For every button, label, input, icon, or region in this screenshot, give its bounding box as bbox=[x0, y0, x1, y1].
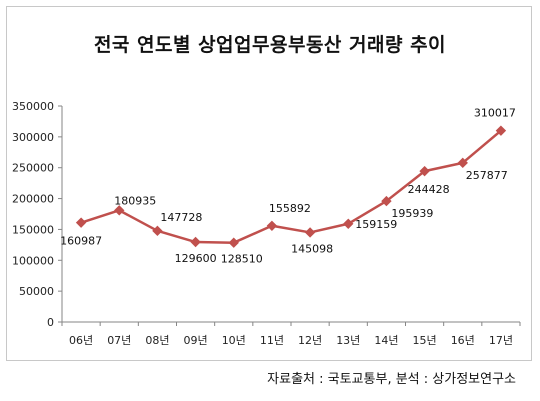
data-point bbox=[152, 225, 163, 237]
data-label: 244428 bbox=[408, 183, 450, 196]
data-point bbox=[457, 157, 468, 169]
data-label: 147728 bbox=[160, 211, 202, 224]
y-tick-label: 50000 bbox=[19, 285, 54, 298]
x-tick-label: 11년 bbox=[260, 334, 284, 347]
x-tick-label: 13년 bbox=[336, 334, 360, 347]
x-tick-label: 07년 bbox=[107, 334, 131, 347]
y-tick-label: 300000 bbox=[12, 131, 54, 144]
data-point bbox=[75, 217, 87, 228]
data-point bbox=[419, 165, 430, 177]
data-point bbox=[190, 236, 201, 248]
data-label: 257877 bbox=[466, 169, 508, 182]
series-line bbox=[80, 129, 502, 244]
data-label: 310017 bbox=[474, 107, 516, 120]
data-point bbox=[343, 218, 354, 229]
data-label: 195939 bbox=[391, 207, 433, 220]
data-point bbox=[381, 195, 392, 207]
x-tick-label: 16년 bbox=[451, 334, 475, 347]
data-point bbox=[114, 205, 125, 216]
data-point bbox=[304, 227, 316, 238]
data-label: 155892 bbox=[269, 202, 311, 215]
x-tick-label: 17년 bbox=[489, 334, 513, 347]
data-label: 128510 bbox=[221, 253, 263, 266]
y-tick-label: 100000 bbox=[12, 254, 54, 267]
data-point bbox=[495, 125, 507, 136]
x-tick-label: 06년 bbox=[69, 334, 93, 347]
data-label: 160987 bbox=[60, 235, 102, 248]
y-tick-label: 150000 bbox=[12, 223, 54, 236]
chart-title: 전국 연도별 상업업무용부동산 거래량 추이 bbox=[93, 34, 447, 56]
x-tick-label: 10년 bbox=[222, 334, 246, 347]
x-tick-label: 12년 bbox=[298, 334, 322, 347]
chart-frame bbox=[6, 6, 532, 361]
data-label: 129600 bbox=[175, 252, 217, 265]
source-note: 자료출처 : 국토교통부, 분석 : 상가정보연구소 bbox=[267, 372, 516, 387]
x-tick-label: 09년 bbox=[184, 334, 208, 347]
y-tick-label: 250000 bbox=[12, 162, 54, 175]
data-label: 145098 bbox=[291, 242, 333, 255]
x-tick-label: 14년 bbox=[374, 334, 398, 347]
x-tick-label: 15년 bbox=[413, 334, 437, 347]
data-label: 159159 bbox=[355, 218, 397, 231]
x-tick-label: 08년 bbox=[145, 334, 169, 347]
y-tick-label: 200000 bbox=[12, 193, 54, 206]
y-tick-label: 350000 bbox=[12, 100, 54, 113]
data-label: 180935 bbox=[114, 194, 156, 207]
data-point bbox=[266, 220, 278, 231]
y-tick-label: 0 bbox=[47, 316, 54, 329]
data-point bbox=[228, 237, 239, 248]
